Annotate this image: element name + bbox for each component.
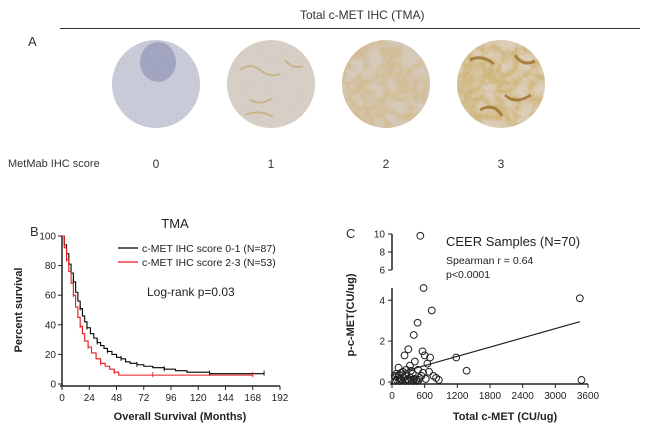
scatter-point bbox=[427, 306, 436, 315]
panel-a-title: Total c-MET IHC (TMA) bbox=[300, 8, 425, 22]
legend-label-low: c-MET IHC score 0-1 (N=87) bbox=[142, 243, 276, 255]
survival-x-tick-label: 72 bbox=[138, 393, 150, 404]
scatter-point bbox=[413, 318, 422, 327]
survival-y-tick-label: 40 bbox=[45, 320, 57, 331]
scatter-point bbox=[425, 367, 433, 376]
survival-x-tick-label: 168 bbox=[244, 393, 261, 404]
scatter-point bbox=[400, 351, 409, 360]
correlation-y-tick-label: 6 bbox=[379, 266, 385, 277]
correlation-y-tick-label: 10 bbox=[374, 230, 386, 241]
scatter-point bbox=[577, 376, 586, 384]
scatter-point bbox=[407, 366, 415, 375]
panel-b-letter: B bbox=[30, 224, 39, 239]
survival-y-tick-label: 100 bbox=[39, 232, 56, 243]
scatter-point bbox=[409, 331, 418, 339]
score-label-3: 3 bbox=[497, 157, 505, 171]
scatter-point bbox=[412, 376, 420, 384]
correlation-chart-title: CEER Samples (N=70) bbox=[446, 234, 580, 249]
scatter-point bbox=[423, 359, 432, 368]
tma-core-3 bbox=[457, 40, 545, 128]
regression-line bbox=[391, 321, 580, 376]
survival-x-tick-label: 0 bbox=[59, 393, 65, 404]
survival-y-tick-label: 0 bbox=[50, 380, 56, 391]
score-row-label: MetMab IHC score bbox=[8, 158, 100, 170]
scatter-point bbox=[418, 347, 427, 356]
correlation-y-tick-label: 0 bbox=[379, 378, 385, 389]
correlation-x-tick-label: 2400 bbox=[512, 391, 535, 402]
correlation-x-tick-label: 600 bbox=[416, 391, 433, 402]
tma-core-0 bbox=[112, 40, 200, 128]
correlation-x-tick-label: 3000 bbox=[544, 391, 567, 402]
scatter-point bbox=[404, 345, 413, 354]
survival-y-tick-label: 80 bbox=[45, 261, 57, 272]
correlation-chart: 0 2 4 6 8 10 0 600 1200 1800 2400 3000 3600 CEER Sam… bbox=[345, 230, 600, 424]
p-value-stat: p<0.0001 bbox=[446, 269, 490, 281]
scatter-point bbox=[434, 376, 443, 384]
scatter-point bbox=[413, 377, 421, 385]
correlation-y-tick-label: 2 bbox=[379, 337, 385, 348]
scatter-point bbox=[575, 294, 584, 303]
scatter-point bbox=[402, 365, 411, 374]
survival-chart-title: TMA bbox=[161, 216, 189, 231]
scatter-point bbox=[462, 366, 471, 375]
logrank-annotation: Log-rank p=0.03 bbox=[147, 285, 235, 299]
legend-label-high: c-MET IHC score 2-3 (N=53) bbox=[142, 257, 276, 269]
survival-x-tick-label: 144 bbox=[217, 393, 234, 404]
survival-x-tick-label: 24 bbox=[84, 393, 96, 404]
score-label-0: 0 bbox=[152, 157, 160, 171]
tma-core-2 bbox=[342, 40, 430, 128]
scatter-point bbox=[420, 351, 429, 360]
spearman-stat: Spearman r = 0.64 bbox=[446, 255, 533, 267]
survival-y-axis-label: Percent survival bbox=[13, 268, 25, 353]
survival-y-tick-label: 20 bbox=[45, 350, 57, 361]
correlation-y-axis-label: p-c-MET(CU/ug) bbox=[345, 273, 357, 356]
panel-a-letter: A bbox=[28, 34, 37, 49]
correlation-y-tick-label: 4 bbox=[379, 296, 385, 307]
scatter-point bbox=[414, 376, 423, 384]
tma-core-1 bbox=[227, 40, 315, 128]
survival-chart: TMA 0 20 40 60 80 100 0 24 48 72 96 120 144 168 192 c-… bbox=[13, 216, 289, 423]
scatter-point bbox=[390, 371, 399, 380]
survival-x-tick-label: 48 bbox=[111, 393, 123, 404]
scatter-point bbox=[395, 370, 403, 379]
correlation-y-tick-label: 8 bbox=[379, 248, 385, 259]
survival-x-tick-label: 120 bbox=[190, 393, 207, 404]
scatter-point bbox=[419, 284, 428, 292]
survival-x-axis-label: Overall Survival (Months) bbox=[114, 411, 247, 423]
panel-a-header-rule bbox=[60, 28, 640, 29]
survival-y-tick-label: 60 bbox=[45, 291, 57, 302]
correlation-x-tick-label: 3600 bbox=[577, 391, 600, 402]
correlation-x-tick-label: 1800 bbox=[479, 391, 502, 402]
survival-series-high bbox=[62, 235, 253, 376]
panel-c-letter: C bbox=[346, 226, 356, 241]
survival-x-tick-label: 192 bbox=[272, 393, 289, 404]
score-label-2: 2 bbox=[382, 157, 390, 171]
scatter-point bbox=[452, 353, 461, 362]
tma-core-images bbox=[112, 40, 545, 128]
correlation-x-axis-label: Total c-MET (CU/ug) bbox=[453, 411, 558, 423]
score-label-1: 1 bbox=[267, 157, 275, 171]
survival-x-tick-label: 96 bbox=[165, 393, 177, 404]
correlation-x-tick-label: 1200 bbox=[446, 391, 469, 402]
correlation-x-tick-label: 0 bbox=[389, 391, 395, 402]
scatter-point bbox=[410, 357, 419, 366]
scatter-point bbox=[416, 231, 425, 240]
